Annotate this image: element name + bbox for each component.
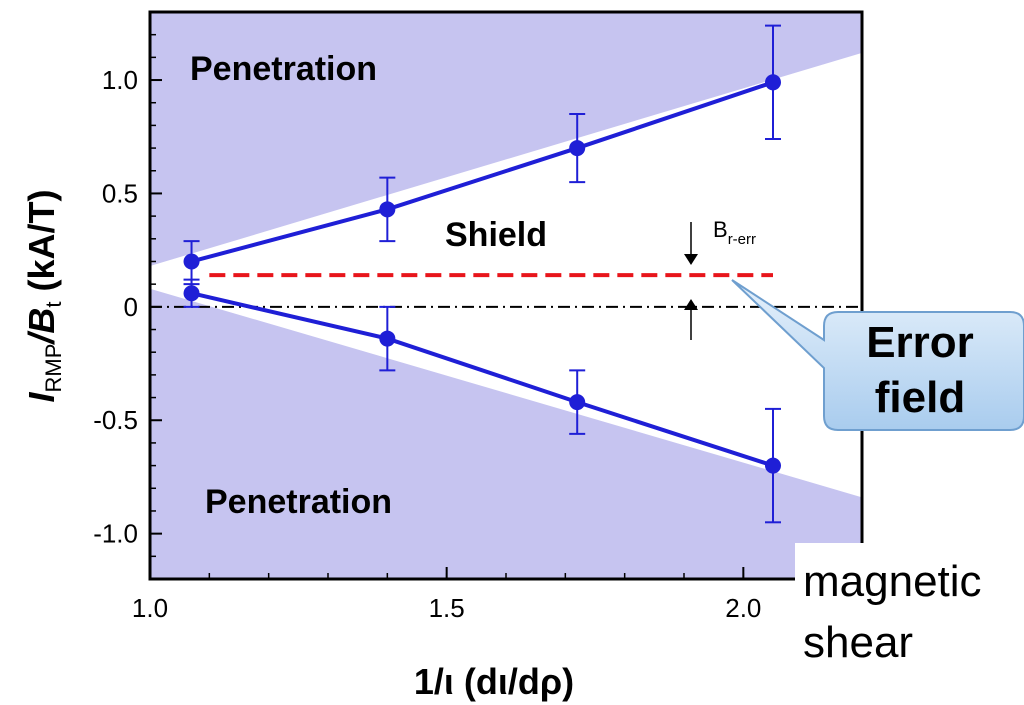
berr-arrow-top-head [684, 254, 698, 265]
berr-marker: Br-err [684, 217, 756, 340]
series-2-point-4 [765, 457, 781, 474]
error-field-callout: Error field [731, 279, 1024, 431]
series-2-point-2 [379, 330, 396, 347]
x-tick-label-3: 2.0 [725, 593, 761, 623]
y-tick-label-2: 0.5 [102, 178, 138, 208]
series-2-point-3 [569, 394, 586, 411]
x-axis-label: 1/ι (dι/dρ) [414, 661, 574, 702]
side-note-line1: magnetic [803, 557, 982, 606]
y-tick-label-3: 0 [124, 292, 138, 322]
callout-text-line2: field [875, 373, 965, 422]
series-1-point-1 [183, 253, 200, 270]
callout-text-line1: Error [866, 318, 974, 367]
berr-main: B [713, 217, 728, 242]
label-shield: Shield [445, 216, 547, 254]
series-layer [183, 24, 781, 524]
ticks-layer: 1.0 1.5 2.0 1.0 0.5 0 -0.5 -1.0 [93, 33, 804, 623]
berr-label: Br-err [713, 217, 756, 248]
series-2-line [191, 291, 774, 468]
y-label-mid: /B [21, 308, 62, 346]
series-1-point-3 [569, 140, 586, 157]
side-note-line2: shear [803, 618, 913, 667]
y-label-unit: (kA/T) [21, 189, 62, 301]
y-tick-label-1: 1.0 [102, 65, 138, 95]
series-1-point-2 [379, 201, 396, 218]
plot-area [150, 12, 862, 579]
label-penetration-top: Penetration [190, 50, 377, 88]
y-label-main: I [21, 392, 62, 403]
berr-sub: r-err [728, 231, 756, 248]
shade-penetration-lower [150, 288, 862, 579]
callout-bubble [731, 279, 1024, 431]
series-1-line [191, 80, 774, 264]
series-2-point-1 [183, 285, 200, 302]
series-1-point-4 [765, 74, 781, 91]
y-axis-label: IRMP/Bt (kA/T) [21, 189, 66, 402]
y-axis-label-text: IRMP/Bt (kA/T) [21, 189, 66, 402]
side-note-background [795, 543, 1024, 668]
y-label-sub: RMP [41, 344, 66, 393]
berr-arrow-bottom-head [684, 299, 698, 310]
y-label-sub2: t [41, 301, 66, 307]
x-tick-label-1: 1.0 [132, 593, 168, 623]
shade-penetration-upper [150, 12, 862, 267]
x-tick-label-2: 1.5 [429, 593, 465, 623]
y-tick-label-4: -0.5 [93, 405, 138, 435]
y-tick-label-5: -1.0 [93, 519, 138, 549]
label-penetration-bottom: Penetration [205, 483, 392, 521]
